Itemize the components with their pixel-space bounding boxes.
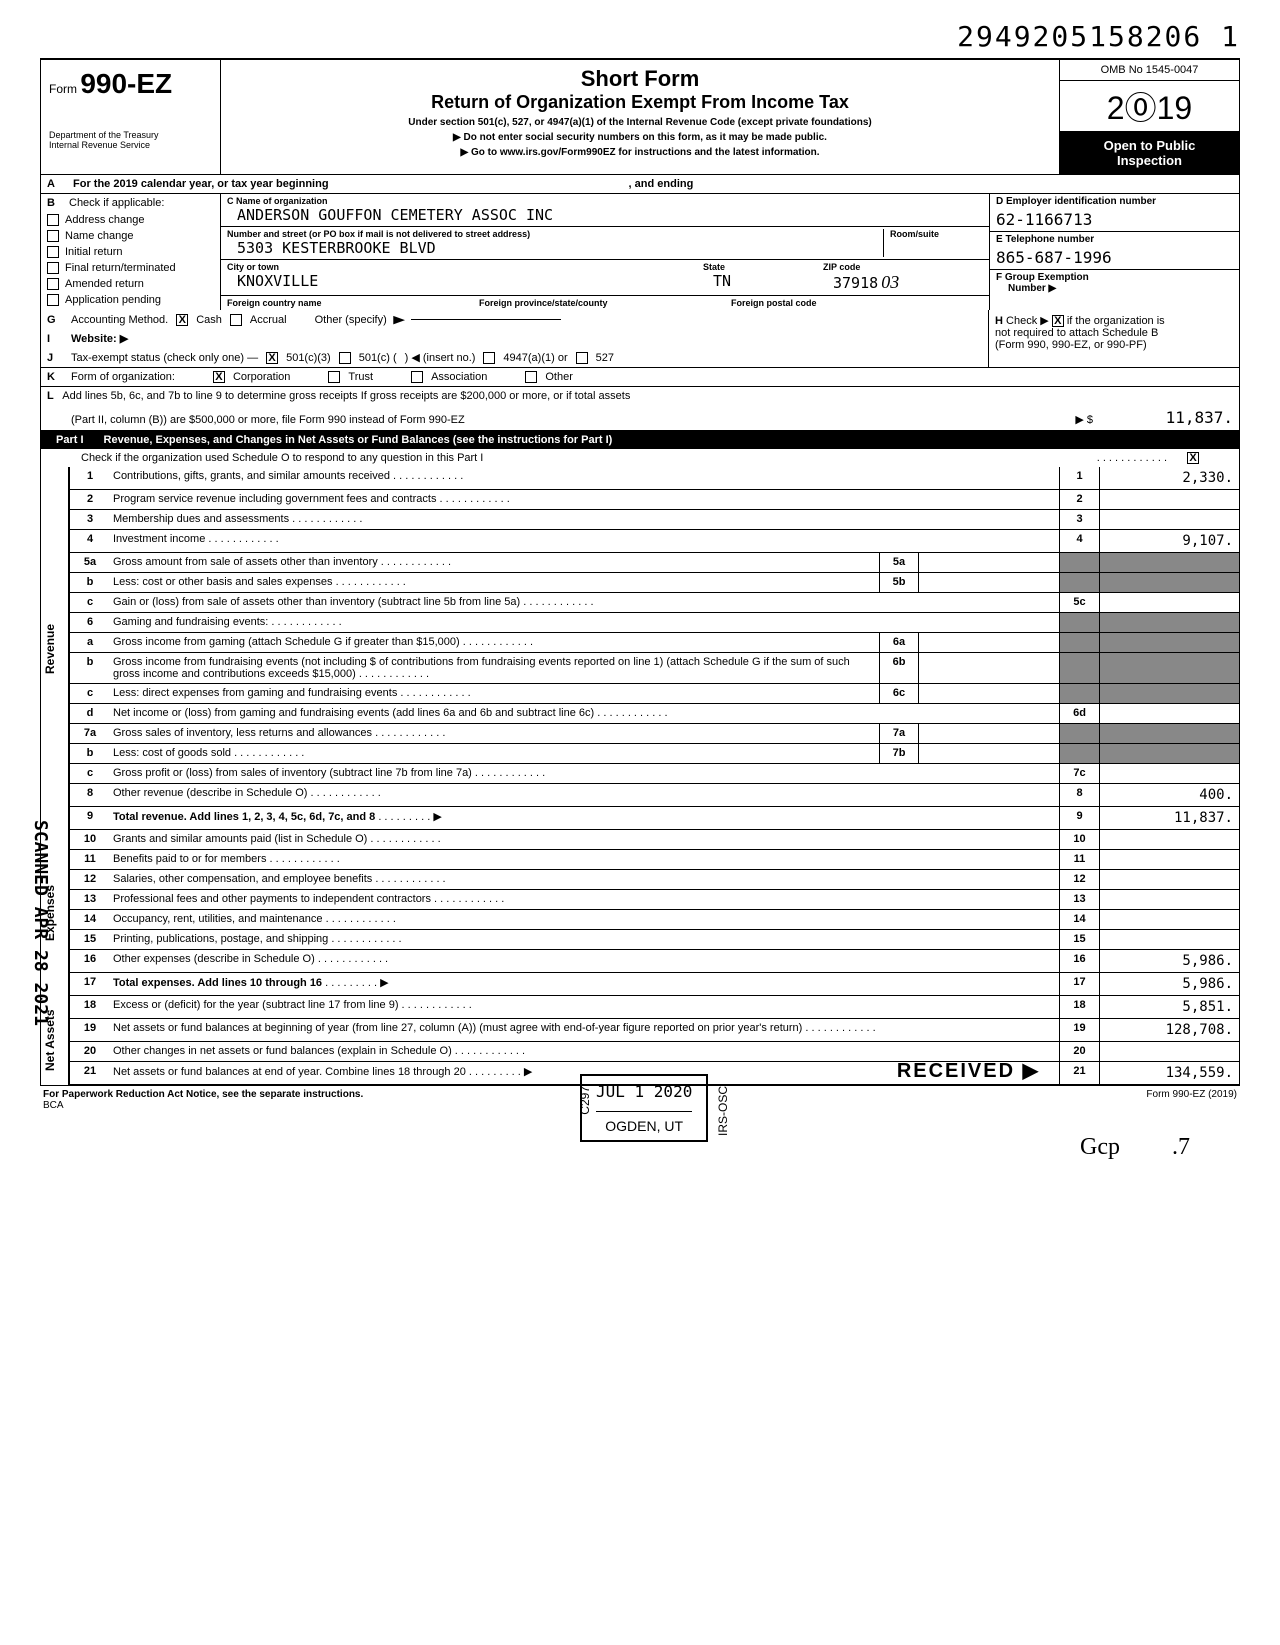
line-b: bLess: cost of goods sold . . . . . . . … [69, 744, 1240, 764]
form-subtitle: Return of Organization Exempt From Incom… [227, 92, 1053, 113]
line-7a: 7aGross sales of inventory, less returns… [69, 724, 1240, 744]
row-a: A For the 2019 calendar year, or tax yea… [40, 175, 1240, 194]
dept-irs: Internal Revenue Service [49, 140, 212, 150]
check-501c[interactable] [339, 352, 351, 364]
phone: 865-687-1996 [996, 245, 1233, 267]
received-stamp: C297 JUL 1 2020 OGDEN, UT IRS-OSC [580, 1074, 708, 1142]
line-d: dNet income or (loss) from gaming and fu… [69, 704, 1240, 724]
line-b: bGross income from fundraising events (n… [69, 653, 1240, 684]
check-pending[interactable] [47, 294, 59, 306]
form-label: Form [49, 82, 77, 96]
line-4: 4Investment income . . . . . . . . . . .… [69, 530, 1240, 553]
check-schedule-o[interactable] [1187, 452, 1199, 464]
omb-number: OMB No 1545-0047 [1060, 60, 1239, 81]
line-15: 15Printing, publications, postage, and s… [69, 930, 1240, 950]
line-13: 13Professional fees and other payments t… [69, 890, 1240, 910]
ein-label: D Employer identification number [996, 196, 1233, 207]
check-schedule-b[interactable] [1052, 315, 1064, 327]
check-amended[interactable] [47, 278, 59, 290]
check-501c3[interactable] [266, 352, 278, 364]
check-4947[interactable] [483, 352, 495, 364]
zip: 37918 [833, 274, 878, 292]
check-cash[interactable] [176, 314, 188, 326]
handwritten-page: .7 [1172, 1134, 1190, 1161]
state: TN [713, 272, 823, 290]
header-line3: ▶ Go to www.irs.gov/Form990EZ for instru… [227, 147, 1053, 158]
line-10: 10Grants and similar amounts paid (list … [69, 830, 1240, 850]
tax-year: 2⓪19 [1060, 81, 1239, 132]
org-name-label: C Name of organization [227, 196, 983, 206]
header-line2: ▶ Do not enter social security numbers o… [227, 132, 1053, 143]
line-12: 12Salaries, other compensation, and empl… [69, 870, 1240, 890]
section-b: B Check if applicable: Address change Na… [40, 194, 1240, 310]
scanned-stamp: SCANNED APR 28 2021 [30, 820, 51, 1026]
line-c: cLess: direct expenses from gaming and f… [69, 684, 1240, 704]
phone-label: E Telephone number [996, 234, 1233, 245]
check-address[interactable] [47, 214, 59, 226]
line-a: aGross income from gaming (attach Schedu… [69, 633, 1240, 653]
expenses-section: Expenses 10Grants and similar amounts pa… [40, 830, 1240, 996]
open-public: Open to Public [1066, 138, 1233, 153]
schedule-o-check-row: Check if the organization used Schedule … [40, 449, 1240, 467]
line-18: 18Excess or (deficit) for the year (subt… [69, 996, 1240, 1019]
line-l: L Add lines 5b, 6c, and 7b to line 9 to … [40, 387, 1240, 405]
inspection: Inspection [1066, 153, 1233, 168]
line-16: 16Other expenses (describe in Schedule O… [69, 950, 1240, 973]
line-c: cGain or (loss) from sale of assets othe… [69, 593, 1240, 613]
check-trust[interactable] [328, 371, 340, 383]
check-corp[interactable] [213, 371, 225, 383]
check-527[interactable] [576, 352, 588, 364]
line-14: 14Occupancy, rent, utilities, and mainte… [69, 910, 1240, 930]
handwritten-gcp: Gcp [1080, 1134, 1120, 1161]
form-header: Form 990-EZ Department of the Treasury I… [40, 58, 1240, 175]
part1-header: Part I Revenue, Expenses, and Changes in… [40, 431, 1240, 449]
check-other-org[interactable] [525, 371, 537, 383]
ein: 62-1166713 [996, 207, 1233, 229]
revenue-section: Revenue 1Contributions, gifts, grants, a… [40, 467, 1240, 830]
received-text: RECEIVED ▶ [897, 1058, 1040, 1083]
line-11: 11Benefits paid to or for members . . . … [69, 850, 1240, 870]
line-17: 17Total expenses. Add lines 10 through 1… [69, 973, 1240, 996]
line-5a: 5aGross amount from sale of assets other… [69, 553, 1240, 573]
line-20: 20Other changes in net assets or fund ba… [69, 1042, 1240, 1062]
check-initial[interactable] [47, 246, 59, 258]
check-final[interactable] [47, 262, 59, 274]
dept-treasury: Department of the Treasury [49, 130, 212, 140]
line-2: 2Program service revenue including gover… [69, 490, 1240, 510]
section-gk: G Accounting Method. Cash Accrual Other … [40, 310, 1240, 387]
line-1: 1Contributions, gifts, grants, and simil… [69, 467, 1240, 490]
city: KNOXVILLE [237, 272, 703, 290]
document-number: 2949205158206 1 [40, 20, 1240, 53]
check-accrual[interactable] [230, 314, 242, 326]
gross-receipts: 11,837. [1093, 408, 1233, 427]
form-number: 990-EZ [80, 68, 172, 99]
line-19: 19Net assets or fund balances at beginni… [69, 1019, 1240, 1042]
header-line1: Under section 501(c), 527, or 4947(a)(1)… [227, 117, 1053, 128]
netassets-section: Net Assets 18Excess or (deficit) for the… [40, 996, 1240, 1085]
street-address: 5303 KESTERBROOKE BLVD [237, 239, 883, 257]
line-3: 3Membership dues and assessments . . . .… [69, 510, 1240, 530]
line-8: 8Other revenue (describe in Schedule O) … [69, 784, 1240, 807]
gross-receipts-row: (Part II, column (B)) are $500,000 or mo… [40, 405, 1240, 431]
line-6: 6Gaming and fundraising events: . . . . … [69, 613, 1240, 633]
form-title: Short Form [227, 66, 1053, 92]
line-c: cGross profit or (loss) from sales of in… [69, 764, 1240, 784]
check-assoc[interactable] [411, 371, 423, 383]
check-name[interactable] [47, 230, 59, 242]
line-9: 9Total revenue. Add lines 1, 2, 3, 4, 5c… [69, 807, 1240, 830]
line-b: bLess: cost or other basis and sales exp… [69, 573, 1240, 593]
org-name: ANDERSON GOUFFON CEMETERY ASSOC INC [237, 206, 983, 224]
